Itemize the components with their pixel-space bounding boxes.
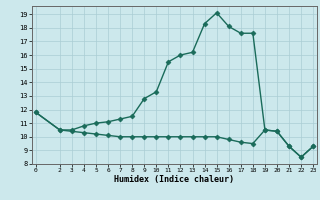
X-axis label: Humidex (Indice chaleur): Humidex (Indice chaleur) xyxy=(115,175,234,184)
